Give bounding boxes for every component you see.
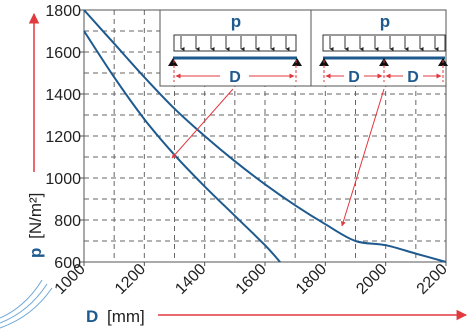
inset-single-span: p D	[159, 9, 312, 87]
series-line-1	[83, 30, 281, 263]
y-tick-label: 1600	[45, 45, 81, 62]
inset-2-span-label-left: D	[348, 69, 360, 86]
y-tick-label: 1800	[45, 3, 81, 20]
x-tick-label: 1600	[233, 261, 270, 298]
y-axis-label-unit: [N/m²]	[26, 193, 45, 239]
x-tick-label: 1800	[293, 261, 330, 298]
x-axis-label-unit: [mm]	[107, 307, 145, 326]
y-tick-label: 1400	[45, 87, 81, 104]
y-tick-label: 1200	[45, 129, 81, 146]
x-axis-label: D [mm]	[86, 307, 145, 326]
x-tick-label: 1400	[172, 261, 209, 298]
y-axis-label: p [N/m²]	[26, 193, 45, 258]
inset-2-span-label-right: D	[407, 69, 419, 86]
x-axis-ticks: 1000 1200 1400 1600 1800 2000 2200	[52, 261, 451, 298]
pointer-arrow-double-span	[340, 88, 385, 227]
series-layer	[83, 9, 447, 263]
inset-double-span: p D D	[310, 9, 448, 87]
y-axis-label-symbol: p	[26, 248, 45, 258]
inset-1-span-label: D	[229, 69, 241, 86]
y-tick-label: 600	[54, 255, 81, 272]
x-axis-label-symbol: D	[86, 307, 98, 326]
inset-1-load-label: p	[231, 12, 241, 31]
x-tick-label: 2200	[414, 261, 451, 298]
x-tick-label: 2000	[353, 261, 390, 298]
series-line-2	[83, 9, 447, 263]
y-tick-label: 800	[54, 213, 81, 230]
y-axis-ticks: 600 800 1000 1200 1400 1600 1800	[45, 3, 84, 272]
svg-text:D [mm]: D [mm]	[86, 307, 145, 326]
svg-text:p [N/m²]: p [N/m²]	[26, 193, 45, 258]
y-tick-label: 1000	[45, 171, 81, 188]
decorative-swoosh	[0, 279, 53, 329]
x-tick-label: 1200	[112, 261, 149, 298]
pointer-arrow-single-span	[171, 88, 234, 159]
inset-2-load-label: p	[380, 12, 390, 31]
